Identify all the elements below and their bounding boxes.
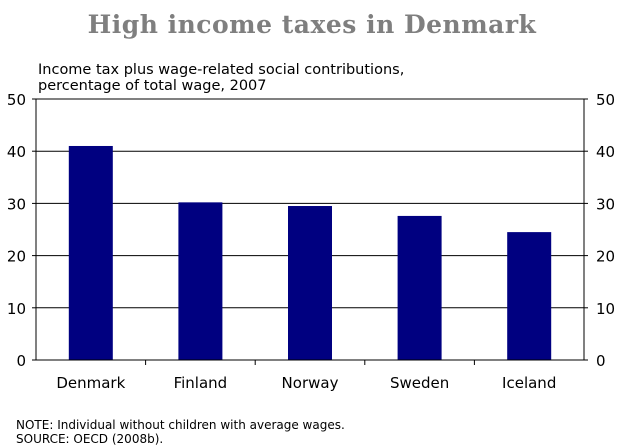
y-tick-label-right: 40 [596,143,615,161]
x-tick-label: Norway [282,374,339,392]
labels: 0 0 10 10 20 20 30 30 40 40 50 50 Denmark Finland Norw… [7,91,615,392]
y-tick-label-left: 0 [16,352,26,370]
bar-iceland [507,232,552,360]
y-tick-label-left: 20 [7,248,26,266]
chart-title: High income taxes in Denmark [87,10,537,39]
y-tick-label-left: 10 [7,300,26,318]
x-tick-label: Denmark [56,374,125,392]
x-tick-label: Iceland [502,374,556,392]
bars [68,145,552,360]
x-tick-label: Sweden [390,374,449,392]
chart-subtitle-line-2: percentage of total wage, 2007 [38,78,267,94]
bar-finland [178,202,223,360]
y-tick-label-right: 30 [596,195,615,213]
y-tick-label-right: 0 [596,352,606,370]
bar-sweden [397,215,442,360]
chart-note: NOTE: Individual without children with a… [16,418,345,432]
y-tick-label-left: 30 [7,195,26,213]
y-tick-label-left: 40 [7,143,26,161]
bar-norway [288,206,332,360]
y-tick-label-right: 10 [596,300,615,318]
chart-source: SOURCE: OECD (2008b). [16,432,164,446]
y-tick-label-right: 50 [596,91,615,109]
bar-denmark [68,145,113,360]
chart-subtitle-line-1: Income tax plus wage-related social cont… [38,62,405,78]
x-tick-label: Finland [174,374,228,392]
axes [32,98,588,365]
y-tick-label-right: 20 [596,248,615,266]
y-tick-label-left: 50 [7,91,26,109]
